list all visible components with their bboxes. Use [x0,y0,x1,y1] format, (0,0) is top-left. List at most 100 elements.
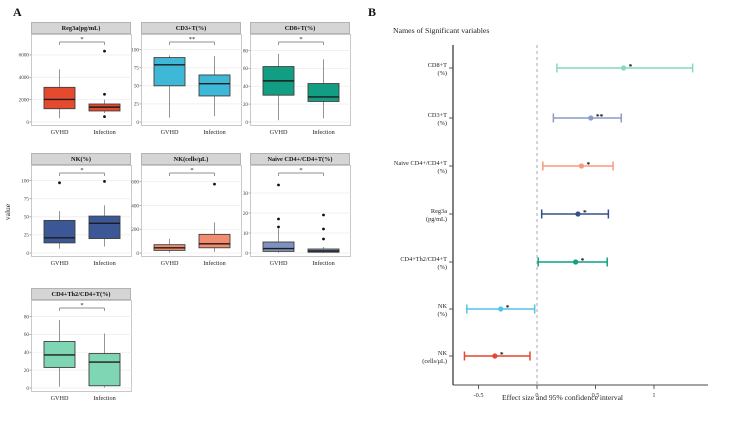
boxplot-panel-reg3a: Reg3a(pg/mL) 0 2000 4000 6000 GVHD Infection * [10,22,132,138]
estimate-dot [492,353,498,359]
boxplot-panel-nk-pct: NK(%) 0 25 50 75 100 GVHD Infection * [10,153,132,269]
box-infection [198,233,231,249]
sig-star: * [299,36,302,43]
y-tick-label: 100 [131,47,139,53]
x-category-label: GVHD [51,129,69,136]
x-category-label: Infection [93,260,115,267]
y-tick-label: 60 [243,66,249,72]
x-category-label: Infection [203,129,225,136]
outlier-dot [322,213,325,217]
forest-row-name: CD3+T [428,112,447,119]
boxplot-svg-cd4-th2: 0 20 40 60 80 GVHD Infection * [24,300,132,402]
y-tick-label: 0 [26,251,29,257]
box-gvhd [43,219,76,244]
y-tick-label: 20 [24,368,30,374]
y-tick-label: 40 [24,350,30,356]
boxplot-title-naive-cd4: Naive CD4+/CD4+T(%) [250,153,350,165]
forest-row-unit: (%) [438,120,447,127]
sig-star: * [583,208,587,217]
panel-a-label: A [13,5,22,19]
panel-b-label: B [368,5,377,19]
plot-border [250,165,351,257]
boxplot-svg-reg3a: 0 2000 4000 6000 GVHD Infection * [19,34,132,136]
box-infection [88,353,121,387]
x-category-label: GVHD [270,260,288,267]
forest-row-name: NK [438,350,448,357]
forest-row-unit: (%) [438,264,447,271]
sig-star: ** [596,112,604,121]
y-tick-label: 25 [24,233,30,239]
y-tick-label: 200 [131,227,139,233]
boxplot-svg-nk-pct: 0 25 50 75 100 GVHD Infection * [21,165,132,267]
y-tick-label: 10 [243,231,249,237]
box-gvhd [43,86,76,110]
x-category-label: Infection [312,260,334,267]
box-infection [307,83,340,102]
boxplot-panel-nk-cells: NK(cells/μL) 0 200 400 600 GVHD Infection * [120,153,242,269]
x-tick-label: -0.5 [474,392,484,399]
outlier-dot [322,237,325,241]
x-category-label: Infection [312,129,334,136]
forest-row-unit: (cells/μL) [422,358,447,365]
outlier-dot [103,179,106,183]
y-tick-label: 75 [24,197,30,203]
forest-row-unit: (%) [438,70,447,77]
x-tick-label: 0 [535,392,538,399]
sig-star: * [500,350,504,359]
boxplot-title-cd3t: CD3+T(%) [141,22,241,34]
y-tick-label: 80 [24,314,30,320]
boxplot-panel-cd4-th2: CD4+Th2/CD4+T(%) 0 20 40 60 80 GVHD Infection * [10,288,132,404]
box-infection [88,215,121,239]
boxplot-svg-naive-cd4: 0 10 20 30 GVHD Infection * [243,165,351,267]
boxplot-svg-nk-cells: 0 200 400 600 GVHD Infection * [131,165,242,267]
x-tick-label: 0.5 [592,392,600,399]
y-tick-label: 0 [245,251,248,257]
boxplot-panel-cd3t: CD3+T(%) 0 25 50 75 100 GVHD Infection ** [120,22,242,138]
forest-row-name: CD4+Th2/CD4+T [400,256,447,263]
forest-row-name: NK [438,303,448,310]
sig-star: ** [189,36,196,43]
forest-row-unit: (pg/mL) [426,216,447,223]
estimate-dot [575,211,581,217]
y-tick-label: 0 [136,120,139,126]
box-gvhd [262,241,295,252]
outlier-dot [103,49,106,53]
y-tick-label: 40 [243,84,249,90]
boxplot-title-reg3a: Reg3a(pg/mL) [31,22,131,34]
sig-star: * [80,36,83,43]
y-tick-label: 50 [134,84,140,90]
forest-row-unit: (%) [438,168,447,175]
y-tick-label: 75 [134,66,140,72]
y-tick-label: 60 [24,332,30,338]
forest-row-name: Naive CD4+/CD4+T [394,160,447,167]
boxplot-svg-cd3t: 0 25 50 75 100 GVHD Infection ** [131,34,242,136]
forest-row-name: Reg3a [431,208,447,215]
x-category-label: GVHD [51,260,69,267]
x-category-label: GVHD [161,129,179,136]
x-tick-label: 1 [652,392,655,399]
outlier-dot [213,182,216,186]
y-tick-label: 80 [243,48,249,54]
x-category-label: GVHD [51,395,69,402]
y-tick-label: 100 [21,178,29,184]
forest-x-axis-label: Effect size and 95% confidence interval [501,393,624,402]
y-tick-label: 50 [24,215,30,221]
x-category-label: GVHD [161,260,179,267]
sig-star: * [629,62,633,71]
x-category-label: GVHD [270,129,288,136]
y-tick-label: 0 [245,120,248,126]
outlier-dot [277,225,280,229]
estimate-dot [588,115,594,121]
y-tick-label: 20 [243,211,249,217]
x-category-label: Infection [203,260,225,267]
sig-star: * [80,167,83,174]
sig-star: * [581,256,585,265]
outlier-dot [277,183,280,187]
x-category-label: Infection [93,395,115,402]
forest-row-unit: (%) [438,311,447,318]
y-tick-label: 0 [136,251,139,257]
y-tick-label: 0 [26,120,29,126]
boxplot-panel-naive-cd4: Naive CD4+/CD4+T(%) 0 10 20 30 GVHD Infection * [229,153,351,269]
sig-star: * [586,160,590,169]
